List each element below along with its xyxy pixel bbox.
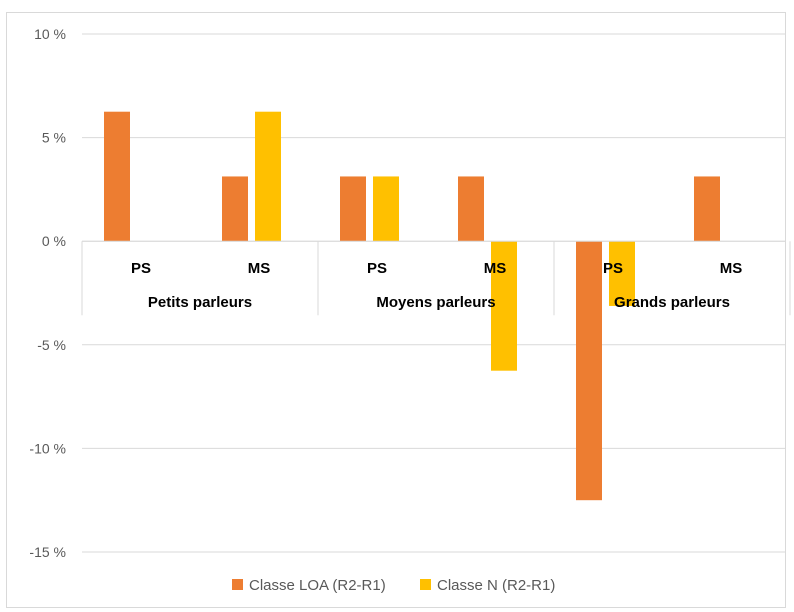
gridlines — [82, 33, 786, 553]
y-tick-label: -10 % — [29, 440, 66, 456]
category-label: MS — [720, 260, 743, 277]
y-tick-label: -5 % — [37, 337, 66, 353]
bars — [104, 111, 720, 501]
y-tick-label: 10 % — [34, 26, 66, 42]
category-label: PS — [367, 260, 387, 277]
category-axis: PS MS PS MS PS MS Petits parleurs Moyens parleu… — [81, 240, 791, 316]
bar-n-ps-2 — [373, 176, 399, 242]
legend-swatch — [420, 579, 431, 590]
y-axis-ticks: 10 % 5 % 0 % -5 % -10 % -15 % — [29, 26, 66, 560]
bar-n-ps-3 — [609, 241, 635, 306]
bar-loa-ps-3 — [576, 241, 602, 501]
bar-loa-ms-2 — [458, 176, 484, 242]
group-label: Moyens parleurs — [376, 294, 495, 311]
legend-swatch — [232, 579, 243, 590]
legend: Classe LOA (R2-R1) Classe N (R2-R1) — [232, 577, 555, 594]
bar-n-ms-1 — [255, 111, 281, 242]
bar-n-ms-2 — [491, 241, 517, 371]
y-tick-label: 5 % — [42, 130, 66, 146]
y-tick-label: -15 % — [29, 544, 66, 560]
category-label: MS — [248, 260, 271, 277]
group-label: Grands parleurs — [614, 294, 730, 311]
legend-label: Classe LOA (R2-R1) — [249, 577, 386, 594]
bar-loa-ms-1 — [222, 176, 248, 242]
chart-frame — [6, 12, 786, 608]
category-label: PS — [131, 260, 151, 277]
bar-loa-ps-1 — [104, 111, 130, 242]
bar-loa-ms-3 — [694, 176, 720, 242]
legend-label: Classe N (R2-R1) — [437, 577, 555, 594]
group-label: Petits parleurs — [148, 294, 252, 311]
category-label: PS — [603, 260, 623, 277]
bar-loa-ps-2 — [340, 176, 366, 242]
category-label: MS — [484, 260, 507, 277]
y-tick-label: 0 % — [42, 233, 66, 249]
